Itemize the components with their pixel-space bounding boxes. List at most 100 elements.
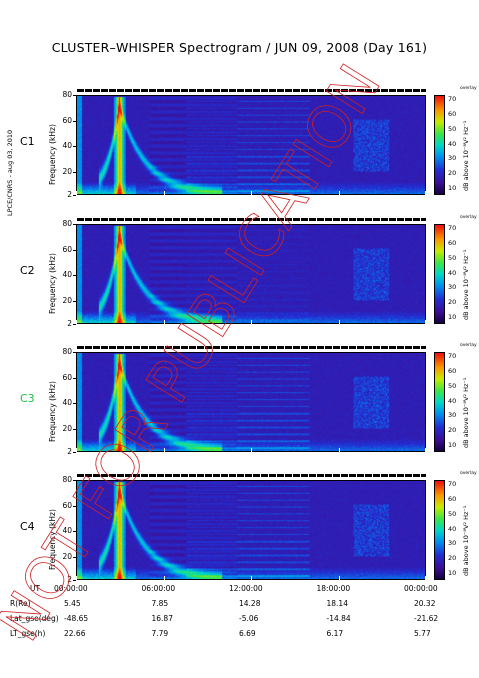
ephemeris-value: 5.45 [64, 599, 81, 608]
status-tick [412, 218, 413, 221]
status-tick [252, 218, 253, 221]
status-tick [124, 89, 125, 92]
status-tick [316, 89, 317, 92]
status-tick [244, 89, 245, 92]
status-tick [188, 218, 189, 221]
status-tick [220, 346, 221, 349]
status-tick [252, 346, 253, 349]
status-tick [228, 474, 229, 477]
status-tick [260, 346, 261, 349]
status-tick [92, 218, 93, 221]
colorbar-overlay-label: overlay [460, 471, 477, 476]
x-tick-mark [163, 191, 165, 195]
y-tick-label: 2 [67, 575, 72, 584]
colorbar-tick-label: 10 [448, 312, 457, 321]
status-tick [420, 346, 421, 349]
y-tick-mark [73, 95, 76, 96]
status-tick [332, 218, 333, 221]
status-tick [332, 89, 333, 92]
status-tick [148, 474, 149, 477]
ephemeris-value: -14.84 [326, 614, 351, 623]
x-tick-mark [338, 448, 340, 452]
status-tick [420, 474, 421, 477]
ephemeris-value: -21.62 [414, 614, 439, 623]
colorbar-tick-label: 50 [448, 253, 457, 262]
status-tick [260, 218, 261, 221]
status-tick [284, 346, 285, 349]
status-tick [316, 474, 317, 477]
status-tick [388, 346, 389, 349]
colorbar-label: dB above 10⁻⁸V² Hz⁻¹ [462, 120, 470, 191]
status-tick [124, 474, 125, 477]
colorbar-tick-label: 40 [448, 524, 457, 533]
ephemeris-value: -48.65 [64, 614, 89, 623]
y-tick-label: 80 [62, 90, 72, 99]
ephemeris-value: 00:00:00 [54, 584, 88, 593]
x-tick-mark [251, 576, 252, 580]
status-tick [292, 89, 293, 92]
status-tick [404, 89, 405, 92]
status-bar [76, 218, 426, 221]
status-tick [316, 346, 317, 349]
colorbar-tick-label: 30 [448, 411, 457, 420]
x-tick-mark [338, 576, 340, 580]
y-tick-mark [73, 171, 76, 173]
status-tick [244, 346, 245, 349]
y-tick-label: 80 [62, 219, 72, 228]
colorbar-tick-label: 60 [448, 367, 457, 376]
y-tick-label: 40 [62, 526, 72, 536]
x-tick-mark [163, 320, 165, 324]
ephemeris-value: 00:00:00 [404, 584, 438, 593]
y-tick-label: 20 [62, 166, 72, 176]
status-tick [244, 474, 245, 477]
status-bar [76, 89, 426, 92]
status-tick [396, 474, 397, 477]
status-tick [292, 218, 293, 221]
status-tick [380, 218, 381, 221]
ephemeris-label: R(Re) [10, 599, 31, 608]
status-tick [76, 89, 77, 92]
status-tick [284, 474, 285, 477]
y-tick-label: 80 [62, 475, 72, 484]
status-tick [348, 89, 349, 92]
status-tick [76, 474, 77, 477]
y-tick-label: 2 [67, 447, 72, 456]
status-tick [292, 474, 293, 477]
status-tick [172, 474, 173, 477]
y-tick-label: 40 [62, 141, 72, 151]
status-tick [76, 218, 77, 221]
ephemeris-value: -5.06 [239, 614, 259, 623]
colorbar-tick-label: 10 [448, 568, 457, 577]
status-tick [196, 474, 197, 477]
ephemeris-value: 5.77 [414, 629, 431, 638]
spacecraft-label-c2: C2 [20, 264, 35, 277]
status-tick [412, 474, 413, 477]
ephemeris-value: 18.14 [326, 599, 348, 608]
status-tick [300, 346, 301, 349]
status-tick [100, 89, 101, 92]
status-tick [92, 346, 93, 349]
y-tick-mark [73, 324, 76, 325]
status-tick [252, 89, 253, 92]
status-tick [324, 89, 325, 92]
ephemeris-label: LT_gse(h) [10, 629, 46, 638]
status-tick [124, 346, 125, 349]
status-tick [236, 89, 237, 92]
colorbar-overlay-label: overlay [460, 86, 477, 91]
x-tick-mark [425, 576, 426, 580]
status-tick [148, 346, 149, 349]
x-tick-mark [76, 191, 77, 195]
colorbar-tick-label: 30 [448, 154, 457, 163]
colorbar-tick-label: 50 [448, 124, 457, 133]
status-tick [212, 474, 213, 477]
y-tick-mark [73, 352, 76, 353]
status-tick [148, 89, 149, 92]
status-tick [420, 218, 421, 221]
x-tick-mark [251, 191, 252, 195]
y-tick-label: 20 [62, 423, 72, 433]
side-label-text: LPCE/CNRS - aug 03, 2010 [6, 129, 14, 216]
ephemeris-value: 7.79 [151, 629, 169, 638]
status-tick [404, 474, 405, 477]
status-tick [356, 89, 357, 92]
y-tick-mark [73, 146, 76, 148]
